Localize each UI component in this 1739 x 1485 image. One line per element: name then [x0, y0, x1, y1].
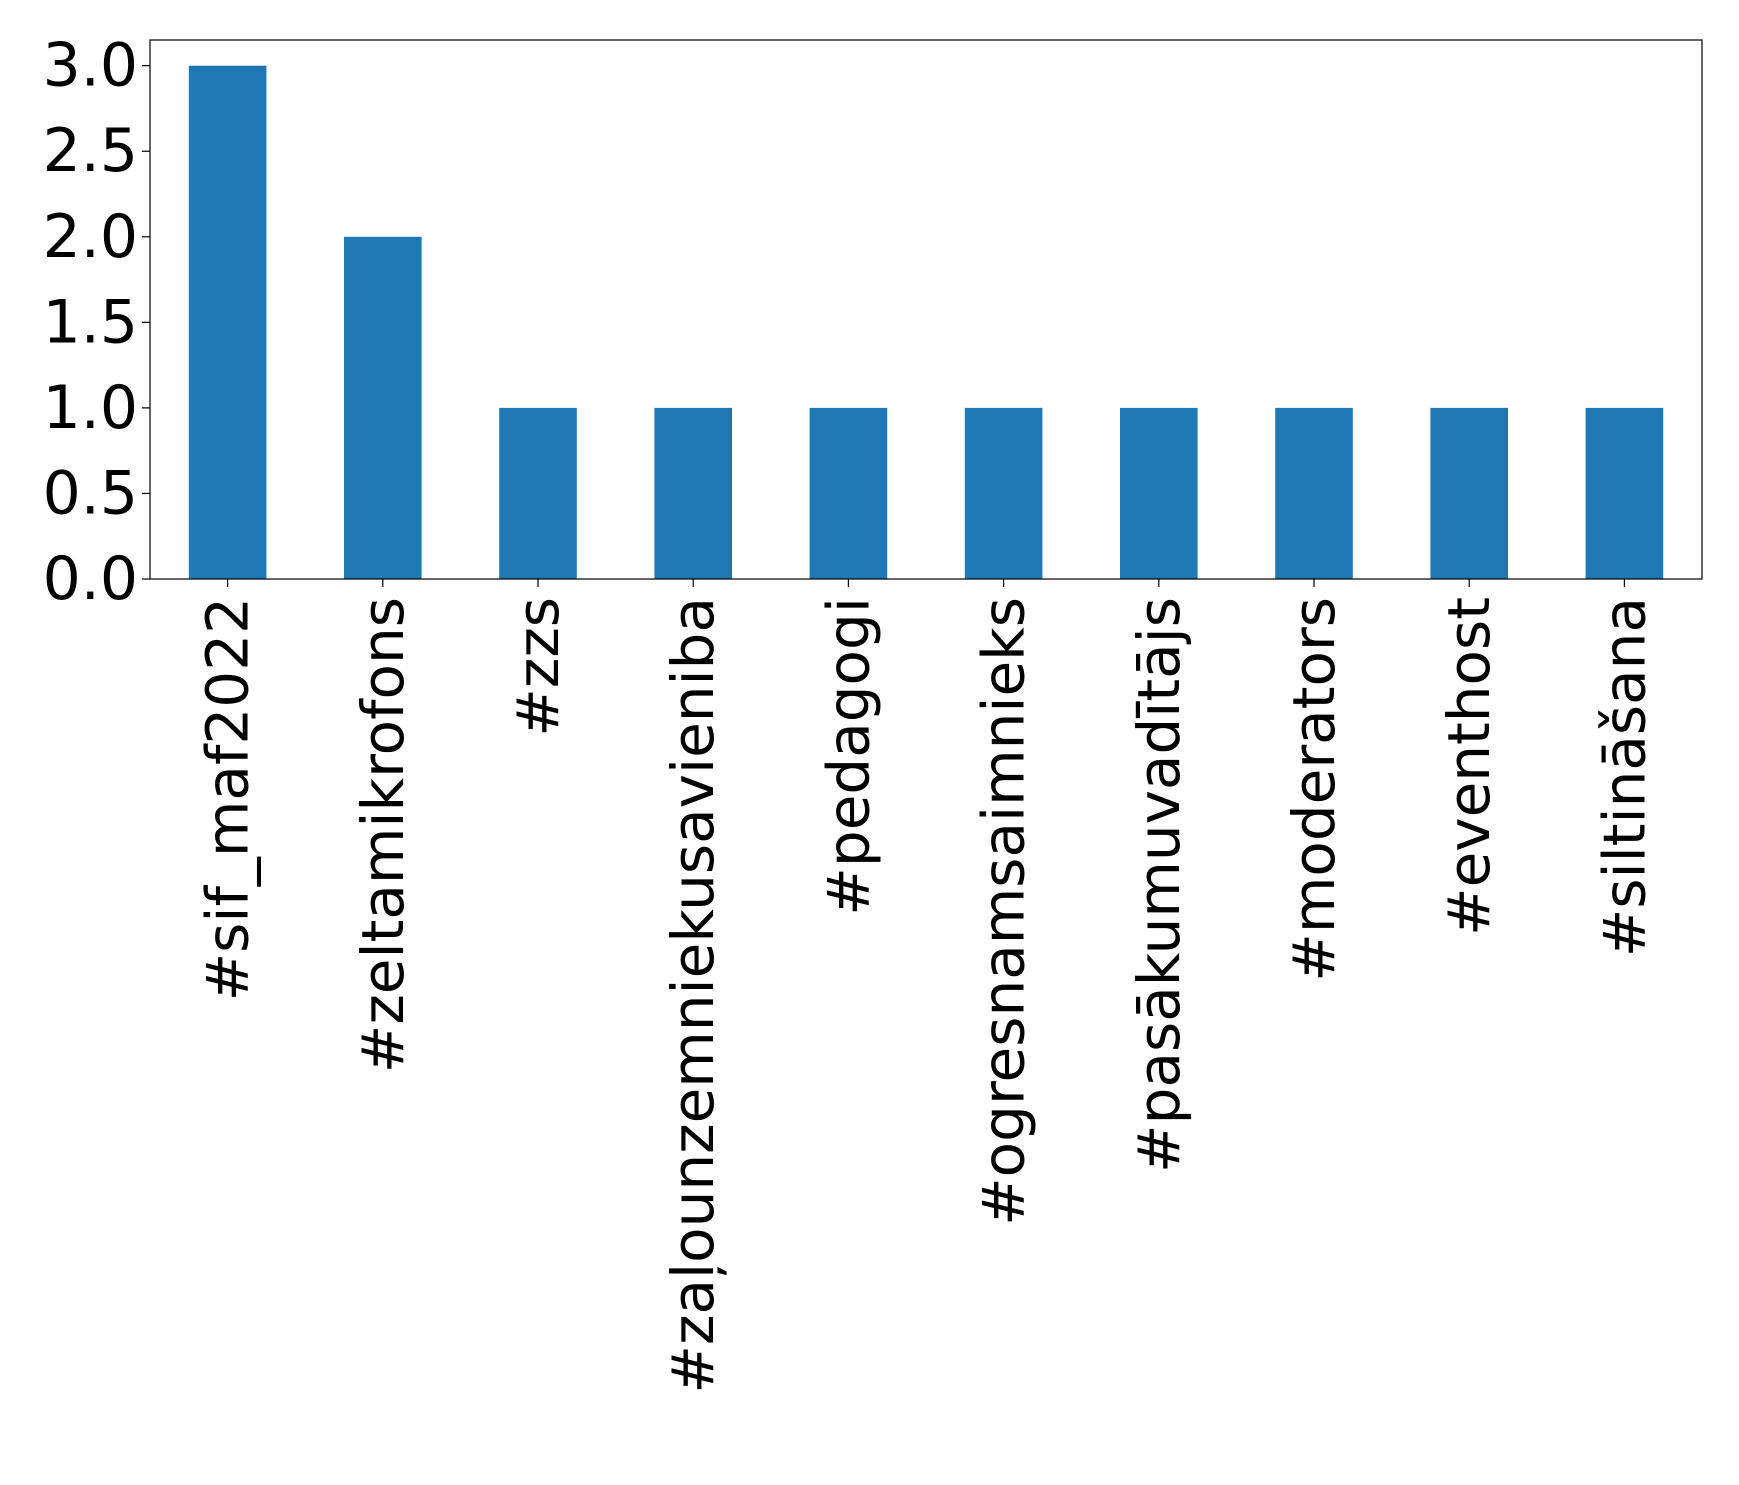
bar — [499, 407, 577, 579]
bar — [1275, 407, 1353, 579]
bars-layer — [188, 65, 1664, 579]
x-tick-label: #zaļounzemniekusavieniba — [659, 597, 727, 1394]
bar — [654, 407, 732, 579]
x-tick-label: #eventhost — [1435, 597, 1503, 936]
x-tick-label: #siltināšana — [1590, 597, 1658, 957]
y-tick-label: 3.0 — [43, 31, 138, 101]
bar — [188, 65, 267, 579]
bar — [344, 236, 422, 579]
x-axis-ticks: #sif_maf2022 #zeltamikrofons #zzs #zaļounze… — [194, 579, 1658, 1394]
y-tick-label: 2.5 — [43, 116, 138, 186]
bar — [1585, 407, 1664, 579]
y-tick-label: 2.0 — [43, 202, 138, 272]
plot-frame — [149, 39, 1703, 580]
x-tick-label: #zzs — [504, 597, 572, 737]
bar — [1430, 407, 1508, 579]
x-tick-label: #moderators — [1280, 597, 1348, 982]
y-tick-label: 1.0 — [43, 373, 138, 443]
y-axis-ticks: 0.0 0.5 1.0 1.5 2.0 2.5 3.0 — [43, 31, 150, 614]
bar — [809, 407, 888, 579]
y-tick-label: 1.5 — [43, 287, 138, 357]
x-tick-label: #pasākumuvadītājs — [1125, 597, 1193, 1173]
y-tick-label: 0.5 — [43, 458, 138, 528]
axes-layer — [149, 39, 1703, 580]
bar — [964, 407, 1043, 579]
x-tick-label: #sif_maf2022 — [194, 597, 262, 1001]
x-tick-label: #ogresnamsaimnieks — [970, 597, 1038, 1226]
x-tick-label: #zeltamikrofons — [349, 597, 417, 1073]
y-tick-label: 0.0 — [43, 544, 138, 614]
bar — [1120, 407, 1198, 579]
x-tick-label: #pedagogi — [814, 597, 882, 916]
